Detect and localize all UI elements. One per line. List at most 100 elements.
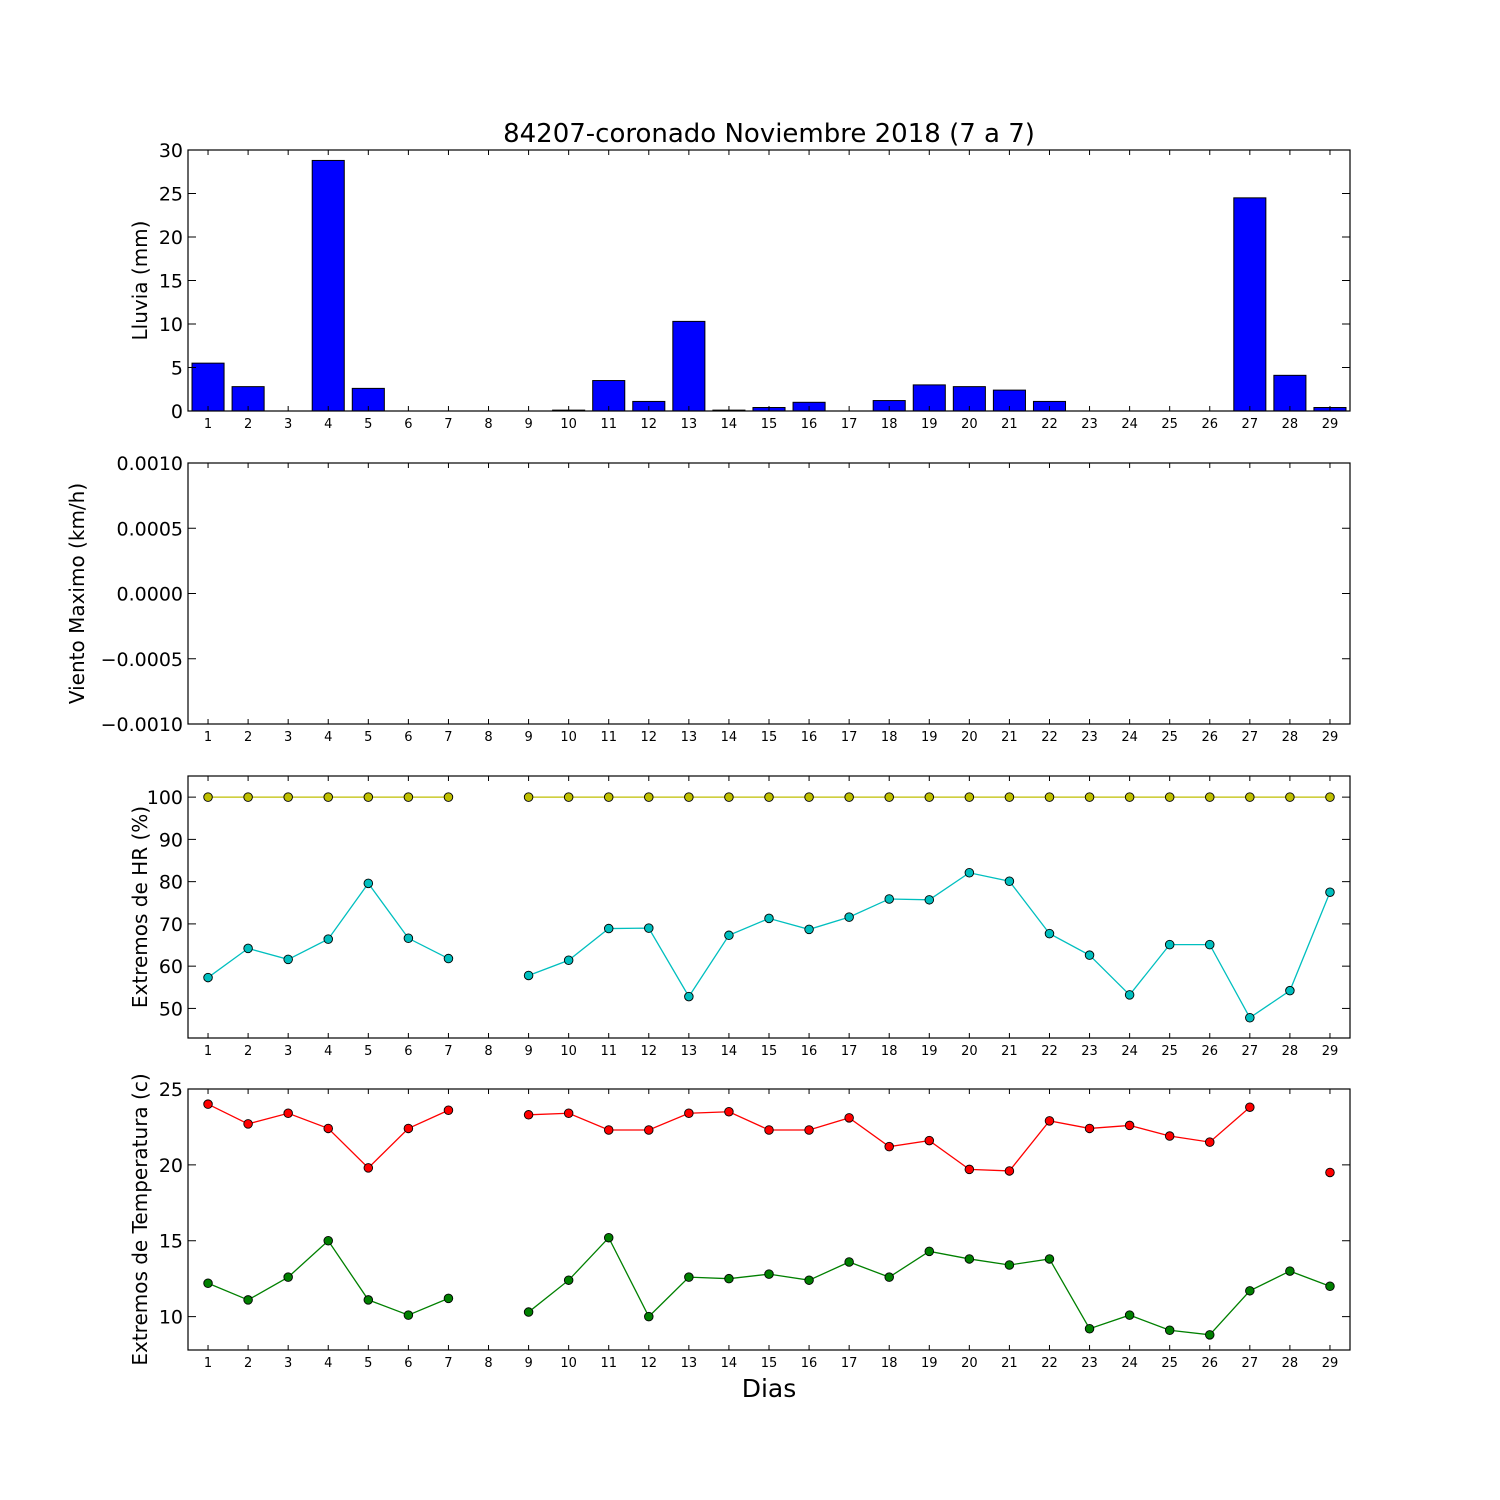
series-2-point-day-17 — [844, 1257, 854, 1267]
series-1-point-day-4 — [323, 1123, 333, 1134]
y-tick-label: 0.0000 — [117, 584, 183, 606]
series-2-point-day-27 — [1245, 1012, 1255, 1023]
series-2-point-day-3 — [283, 1272, 293, 1282]
x-tick-label: 5 — [364, 1044, 372, 1059]
x-tick-label: 1 — [204, 417, 212, 432]
series-1-point-day-6 — [403, 1123, 414, 1134]
x-tick-label: 6 — [404, 417, 412, 432]
series-1-point-day-25 — [1164, 1131, 1175, 1141]
panel-4: 1 2 3 4 5 6 7 8 9 10 11 12 13 14 15 16 17 18 19 20 21 22 23 24 2… — [128, 1073, 1351, 1371]
series-2-point-day-1 — [203, 1278, 213, 1288]
x-tick-label: 23 — [1081, 730, 1098, 745]
series-1-point-day-26 — [1205, 792, 1215, 802]
x-tick-label: 3 — [284, 1044, 292, 1059]
x-tick-label: 26 — [1201, 1044, 1218, 1059]
x-tick-label: 9 — [524, 730, 532, 745]
series-2-point-day-21 — [1004, 876, 1015, 886]
series-1-point-day-3 — [283, 1108, 293, 1119]
series-1-point-day-7 — [443, 1105, 454, 1115]
x-tick-label: 10 — [560, 1356, 577, 1371]
series-1-point-day-10 — [563, 792, 574, 802]
x-tick-label: 11 — [600, 1356, 617, 1371]
x-tick-label: 11 — [600, 417, 617, 432]
series-2-point-day-23 — [1084, 1324, 1095, 1334]
x-tick-label: 18 — [881, 1356, 898, 1371]
series-2-point-day-2 — [243, 943, 253, 954]
series-2-point-day-6 — [403, 1310, 414, 1320]
x-tick-label: 2 — [244, 1356, 252, 1371]
series-1-point-day-21 — [1004, 792, 1015, 802]
x-tick-label: 16 — [801, 730, 818, 745]
x-tick-label: 4 — [324, 1356, 332, 1371]
x-tick-label: 21 — [1001, 417, 1018, 432]
x-tick-label: 20 — [961, 1044, 978, 1059]
series-2-point-day-21 — [1004, 1260, 1015, 1270]
y-tick-label: 25 — [159, 1079, 183, 1101]
rain-bar-day-13 — [672, 320, 706, 412]
y-tick-label: 0.0010 — [117, 453, 183, 475]
series-1-point-day-3 — [283, 792, 293, 802]
y-axis-label: Lluvia (mm) — [128, 221, 152, 341]
x-tick-label: 18 — [881, 1044, 898, 1059]
series-1-point-day-28 — [1285, 792, 1295, 802]
series-2-point-day-7 — [443, 953, 454, 964]
series-2-point-day-5 — [363, 1295, 374, 1305]
series-2-point-day-13 — [684, 991, 694, 1002]
series-2-point-day-4 — [323, 1235, 333, 1246]
x-tick-label: 5 — [364, 417, 372, 432]
x-tick-label: 24 — [1121, 1044, 1138, 1059]
series-2-point-day-3 — [283, 954, 293, 965]
series-1-point-day-18 — [884, 1141, 894, 1152]
x-tick-label: 25 — [1161, 730, 1178, 745]
x-tick-label: 26 — [1201, 730, 1218, 745]
y-axis-label: Extremos de Temperatura (c) — [128, 1073, 152, 1365]
x-tick-label: 22 — [1041, 1044, 1058, 1059]
series-2-point-day-28 — [1285, 1266, 1295, 1276]
series-1-point-day-9 — [523, 792, 534, 802]
rain-bar-day-27 — [1233, 197, 1267, 412]
x-tick-label: 14 — [721, 417, 738, 432]
x-tick-label: 26 — [1201, 1356, 1218, 1371]
x-tick-label: 24 — [1121, 417, 1138, 432]
series-2-point-day-17 — [844, 912, 854, 922]
series-1-point-day-18 — [884, 792, 894, 802]
x-tick-label: 6 — [404, 730, 412, 745]
x-tick-label: 17 — [841, 730, 858, 745]
series-1-point-day-26 — [1205, 1137, 1215, 1147]
series-2-point-day-25 — [1164, 939, 1175, 950]
series-1-point-day-23 — [1084, 1123, 1095, 1134]
series-1-point-day-5 — [363, 792, 374, 802]
x-tick-label: 20 — [961, 730, 978, 745]
x-tick-label: 6 — [404, 1356, 412, 1371]
x-tick-label: 15 — [761, 730, 778, 745]
series-1-point-day-5 — [363, 1163, 374, 1173]
x-tick-label: 21 — [1001, 1044, 1018, 1059]
series-2-point-day-10 — [563, 955, 574, 966]
series-1-point-day-12 — [644, 792, 654, 802]
x-tick-label: 8 — [484, 417, 492, 432]
x-tick-label: 19 — [921, 730, 938, 745]
x-tick-label: 21 — [1001, 1356, 1018, 1371]
x-tick-label: 3 — [284, 1356, 292, 1371]
x-tick-label: 20 — [961, 1356, 978, 1371]
x-tick-label: 23 — [1081, 417, 1098, 432]
x-tick-label: 27 — [1242, 730, 1259, 745]
x-tick-label: 7 — [444, 730, 452, 745]
series-2-point-day-9 — [523, 970, 534, 981]
x-tick-label: 25 — [1161, 417, 1178, 432]
series-1-point-day-23 — [1084, 792, 1095, 802]
y-tick-label: 50 — [159, 998, 183, 1020]
series-1-point-day-11 — [603, 1125, 614, 1135]
series-1-point-day-14 — [724, 1107, 734, 1117]
y-tick-label: 15 — [159, 1231, 183, 1253]
series-2-point-day-9 — [523, 1307, 534, 1317]
x-tick-label: 13 — [681, 1356, 698, 1371]
x-tick-label: 20 — [961, 417, 978, 432]
series-1-point-day-17 — [844, 1113, 854, 1123]
x-tick-label: 14 — [721, 1356, 738, 1371]
x-tick-label: 22 — [1041, 730, 1058, 745]
x-tick-label: 29 — [1322, 1356, 1339, 1371]
x-tick-label: 8 — [484, 1044, 492, 1059]
series-1-point-day-4 — [323, 792, 333, 802]
series-2-point-day-2 — [243, 1295, 253, 1305]
